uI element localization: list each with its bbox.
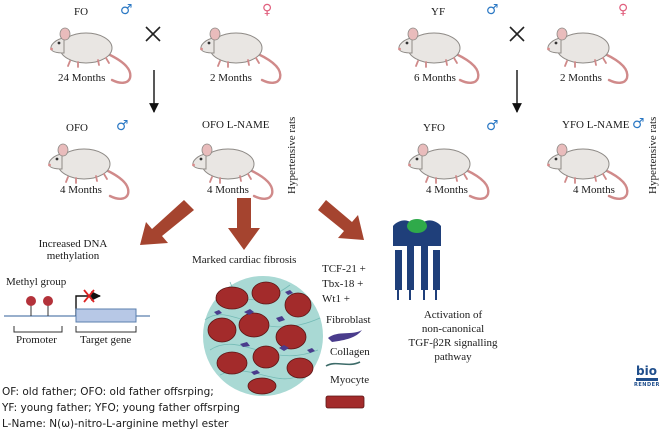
methyl-group-label: Methyl group: [6, 276, 67, 288]
right-female-age: 2 Months: [560, 72, 602, 84]
yfo-lname-male-symbol: ♂: [632, 116, 645, 132]
tgf-pathway-text: Activation of non-canonical TGF-β2R sign…: [408, 309, 498, 363]
cardiac-fibrosis-illustration: [203, 276, 323, 396]
ofo-lname-label: OFO L-NAME: [202, 119, 270, 131]
promoter-label: Promoter: [16, 334, 57, 346]
yfo-lname-age: 4 Months: [573, 184, 615, 196]
ofo-age: 4 Months: [60, 184, 102, 196]
left-female-symbol: ♀: [262, 2, 273, 18]
marker-list: TCF-21 + Tbx-18 + Wt1 +: [322, 263, 366, 305]
fo-label: FO: [74, 6, 89, 18]
fibroblast-glyph: [328, 330, 362, 342]
yf-age: 6 Months: [414, 72, 456, 84]
myocyte-label: Myocyte: [330, 374, 370, 386]
collagen-glyph: [325, 361, 361, 367]
fo-age: 24 Months: [58, 72, 106, 84]
fibroblast-label: Fibroblast: [326, 314, 371, 326]
yfo-age: 4 Months: [426, 184, 468, 196]
fibrosis-title: Marked cardiac fibrosis: [192, 254, 297, 266]
biorender-logo: [636, 378, 658, 381]
legend-line-3: L-Name: N(ω)-nitro-L-arginine methyl est…: [2, 418, 229, 430]
cross-symbol-right: [509, 26, 525, 42]
yf-label: YF: [431, 6, 446, 18]
fo-male-symbol: ♂: [120, 2, 133, 18]
yfo-label: YFO: [423, 122, 446, 134]
brown-arrow-down: [228, 198, 260, 250]
target-gene-label: Target gene: [80, 334, 132, 346]
left-female-age: 2 Months: [210, 72, 252, 84]
ofo-male-symbol: ♂: [116, 118, 129, 134]
hypertensive-rats-label-left: Hypertensive rats: [286, 116, 298, 194]
right-female-symbol: ♀: [618, 2, 629, 18]
biorender-logo-top: bio: [636, 364, 657, 378]
ofo-label: OFO: [66, 122, 89, 134]
methylation-diagram: [4, 289, 150, 333]
methylation-title: Increased DNA methylation: [38, 238, 108, 262]
tgf-receptor-illustration: [393, 219, 441, 300]
brown-arrow-right: [318, 200, 364, 240]
collagen-label: Collagen: [330, 346, 370, 358]
legend-line-1: OF: old father; OFO: old father offsrpin…: [2, 386, 214, 398]
yf-male-symbol: ♂: [486, 2, 499, 18]
myocyte-glyph: [325, 395, 365, 409]
biorender-logo-bottom: RENDER: [634, 382, 660, 388]
ofo-lname-age: 4 Months: [207, 184, 249, 196]
cross-symbol-left: [145, 26, 161, 42]
yfo-male-symbol: ♂: [486, 118, 499, 134]
hypertensive-rats-label-right: Hypertensive rats: [647, 116, 659, 194]
brown-arrow-left: [140, 200, 194, 245]
legend-line-2: YF: young father; YFO; young father offs…: [2, 402, 240, 414]
yfo-lname-label: YFO L-NAME: [562, 119, 630, 131]
